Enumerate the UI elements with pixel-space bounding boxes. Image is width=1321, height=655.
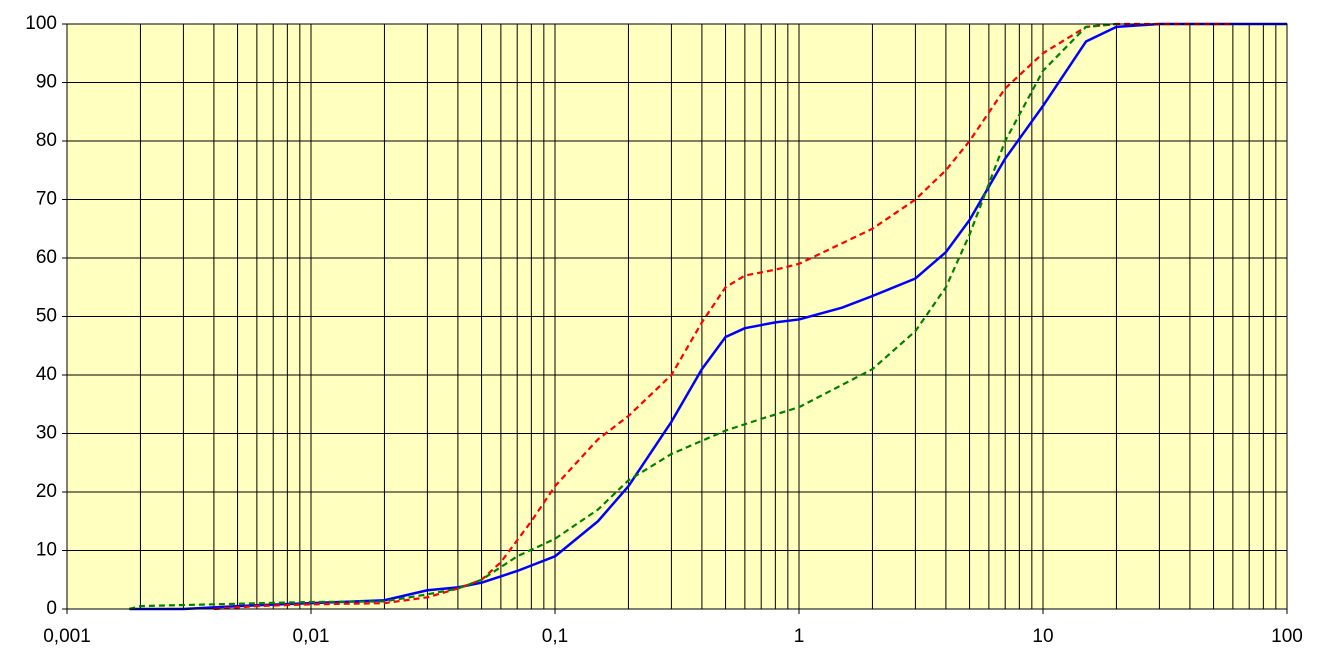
- y-tick-label: 80: [36, 130, 57, 151]
- y-tick-label: 40: [36, 364, 57, 385]
- x-tick-label: 10: [1032, 626, 1053, 647]
- x-tick-label: 1: [794, 626, 805, 647]
- plot-border: [66, 23, 1288, 610]
- x-tick-label: 0,1: [542, 626, 568, 647]
- x-tick-label: 0,001: [43, 626, 91, 647]
- y-tick-label: 50: [36, 306, 57, 327]
- x-tick-label: 0,01: [293, 626, 330, 647]
- y-tick-label: 90: [36, 72, 57, 93]
- y-tick-label: 0: [46, 598, 57, 619]
- y-tick-label: 30: [36, 423, 57, 444]
- data-line: [213, 22, 1233, 611]
- data-line: [129, 22, 1287, 611]
- y-tick-label: 100: [25, 13, 57, 34]
- y-tick-label: 70: [36, 189, 57, 210]
- y-tick-label: 20: [36, 481, 57, 502]
- y-tick-label: 10: [36, 540, 57, 561]
- data-line: [129, 22, 1117, 611]
- x-tick-label: 100: [1271, 626, 1303, 647]
- y-tick-label: 60: [36, 247, 57, 268]
